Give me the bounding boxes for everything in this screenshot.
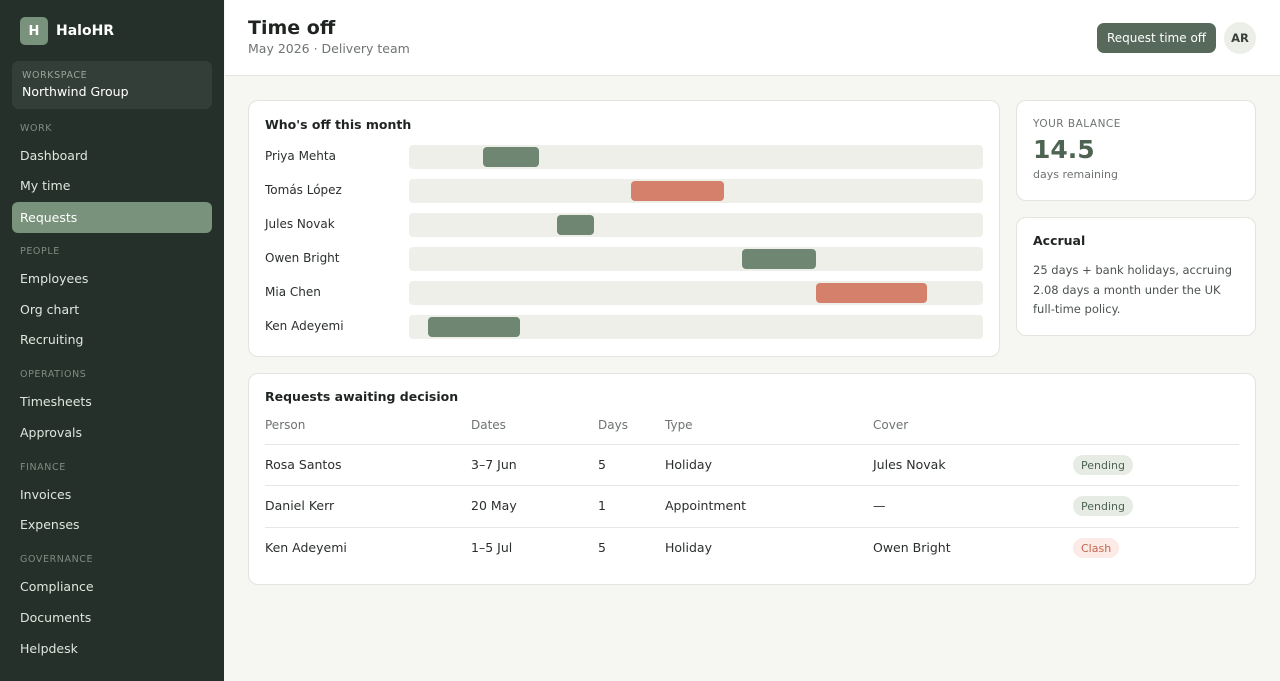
calendar-row-name: Tomás López <box>265 183 342 197</box>
sidebar-item-employees[interactable]: Employees <box>20 271 89 286</box>
cell-cover: — <box>873 498 886 513</box>
table-row[interactable]: Ken Adeyemi 1–5 Jul 5 Holiday Owen Brigh… <box>265 527 1239 568</box>
logo-icon: H <box>20 17 48 45</box>
sidebar: H HaloHR WORKSPACE Northwind Group WORK … <box>0 0 224 681</box>
cell-days: 1 <box>598 498 606 513</box>
calendar-track <box>409 145 983 169</box>
calendar-row-name: Jules Novak <box>265 217 335 231</box>
balance-card: YOUR BALANCE 14.5 days remaining <box>1016 100 1256 201</box>
brand[interactable]: H HaloHR <box>20 17 114 45</box>
page-header: Time off May 2026 · Delivery team Reques… <box>225 0 1280 76</box>
status-badge: Pending <box>1073 496 1133 516</box>
nav-section-governance: GOVERNANCE <box>20 554 94 565</box>
page-subtitle: May 2026 · Delivery team <box>248 41 410 56</box>
sidebar-item-expenses[interactable]: Expenses <box>20 517 80 532</box>
leave-bar[interactable] <box>483 147 539 167</box>
sidebar-item-invoices[interactable]: Invoices <box>20 487 72 502</box>
requests-title: Requests awaiting decision <box>265 389 459 404</box>
leave-bar[interactable] <box>631 181 724 201</box>
cell-person: Ken Adeyemi <box>265 540 347 555</box>
balance-label: YOUR BALANCE <box>1033 118 1121 130</box>
nav-section-finance: FINANCE <box>20 462 66 473</box>
sidebar-item-recruiting[interactable]: Recruiting <box>20 332 84 347</box>
calendar-row-name: Mia Chen <box>265 285 321 299</box>
cell-type: Holiday <box>665 457 712 472</box>
cell-dates: 3–7 Jun <box>471 457 517 472</box>
requests-card: Requests awaiting decision Person Dates … <box>248 373 1256 585</box>
calendar-row-name: Ken Adeyemi <box>265 319 344 333</box>
sidebar-item-org-chart[interactable]: Org chart <box>20 302 80 317</box>
calendar-track <box>409 315 983 339</box>
calendar-row: Mia Chen <box>265 281 983 305</box>
column-header-days: Days <box>598 418 628 432</box>
calendar-row: Jules Novak <box>265 213 983 237</box>
app-name: HaloHR <box>56 23 115 39</box>
leave-bar[interactable] <box>428 317 520 337</box>
column-header-dates: Dates <box>471 418 506 432</box>
cell-person: Rosa Santos <box>265 457 342 472</box>
table-row[interactable]: Rosa Santos 3–7 Jun 5 Holiday Jules Nova… <box>265 444 1239 485</box>
cell-days: 5 <box>598 457 606 472</box>
cell-cover: Owen Bright <box>873 540 951 555</box>
leave-bar[interactable] <box>816 283 927 303</box>
balance-value: 14.5 <box>1033 135 1095 164</box>
calendar-row-name: Owen Bright <box>265 251 340 265</box>
sidebar-item-compliance[interactable]: Compliance <box>20 579 94 594</box>
calendar-row: Ken Adeyemi <box>265 315 983 339</box>
cell-cover: Jules Novak <box>873 457 946 472</box>
column-header-cover: Cover <box>873 418 909 432</box>
calendar-track <box>409 213 983 237</box>
status-badge: Clash <box>1073 538 1120 558</box>
sidebar-item-timesheets[interactable]: Timesheets <box>20 394 92 409</box>
leave-bar[interactable] <box>742 249 816 269</box>
cell-person: Daniel Kerr <box>265 498 335 513</box>
workspace-label: WORKSPACE <box>22 70 88 81</box>
avatar[interactable]: AR <box>1224 22 1256 54</box>
calendar-row-name: Priya Mehta <box>265 149 336 163</box>
sidebar-item-approvals[interactable]: Approvals <box>20 425 82 440</box>
request-time-off-button[interactable]: Request time off <box>1097 23 1216 53</box>
column-header-type: Type <box>665 418 693 432</box>
nav-section-operations: OPERATIONS <box>20 369 87 380</box>
calendar-row: Owen Bright <box>265 247 983 271</box>
page-title: Time off <box>248 17 336 39</box>
calendar-track <box>409 179 983 203</box>
sidebar-item-requests[interactable]: Requests <box>12 202 212 233</box>
calendar-track <box>409 281 983 305</box>
sidebar-item-dashboard[interactable]: Dashboard <box>20 148 88 163</box>
cell-type: Appointment <box>665 498 747 513</box>
whos-off-card: Who's off this month Priya Mehta Tomás Ló… <box>248 100 1000 357</box>
cell-days: 5 <box>598 540 606 555</box>
workspace-name: Northwind Group <box>22 84 129 99</box>
calendar-row: Priya Mehta <box>265 145 983 169</box>
whos-off-title: Who's off this month <box>265 117 412 132</box>
status-badge: Pending <box>1073 455 1133 475</box>
sidebar-item-documents[interactable]: Documents <box>20 610 92 625</box>
accrual-text: 25 days + bank holidays, accruing 2.08 d… <box>1033 263 1232 316</box>
nav-section-work: WORK <box>20 123 53 134</box>
calendar-row: Tomás López <box>265 179 983 203</box>
calendar-track <box>409 247 983 271</box>
sidebar-item-my-time[interactable]: My time <box>20 178 71 193</box>
accrual-card: Accrual 25 days + bank holidays, accruin… <box>1016 217 1256 336</box>
table-row[interactable]: Daniel Kerr 20 May 1 Appointment — Pendi… <box>265 485 1239 526</box>
cell-dates: 20 May <box>471 498 517 513</box>
accrual-title: Accrual <box>1033 233 1086 248</box>
nav-section-people: PEOPLE <box>20 246 60 257</box>
cell-type: Holiday <box>665 540 712 555</box>
sidebar-item-helpdesk[interactable]: Helpdesk <box>20 641 78 656</box>
workspace-switcher[interactable]: WORKSPACE Northwind Group <box>12 61 212 109</box>
leave-bar[interactable] <box>557 215 594 235</box>
balance-unit: days remaining <box>1033 168 1119 181</box>
column-header-person: Person <box>265 418 306 432</box>
cell-dates: 1–5 Jul <box>471 540 513 555</box>
